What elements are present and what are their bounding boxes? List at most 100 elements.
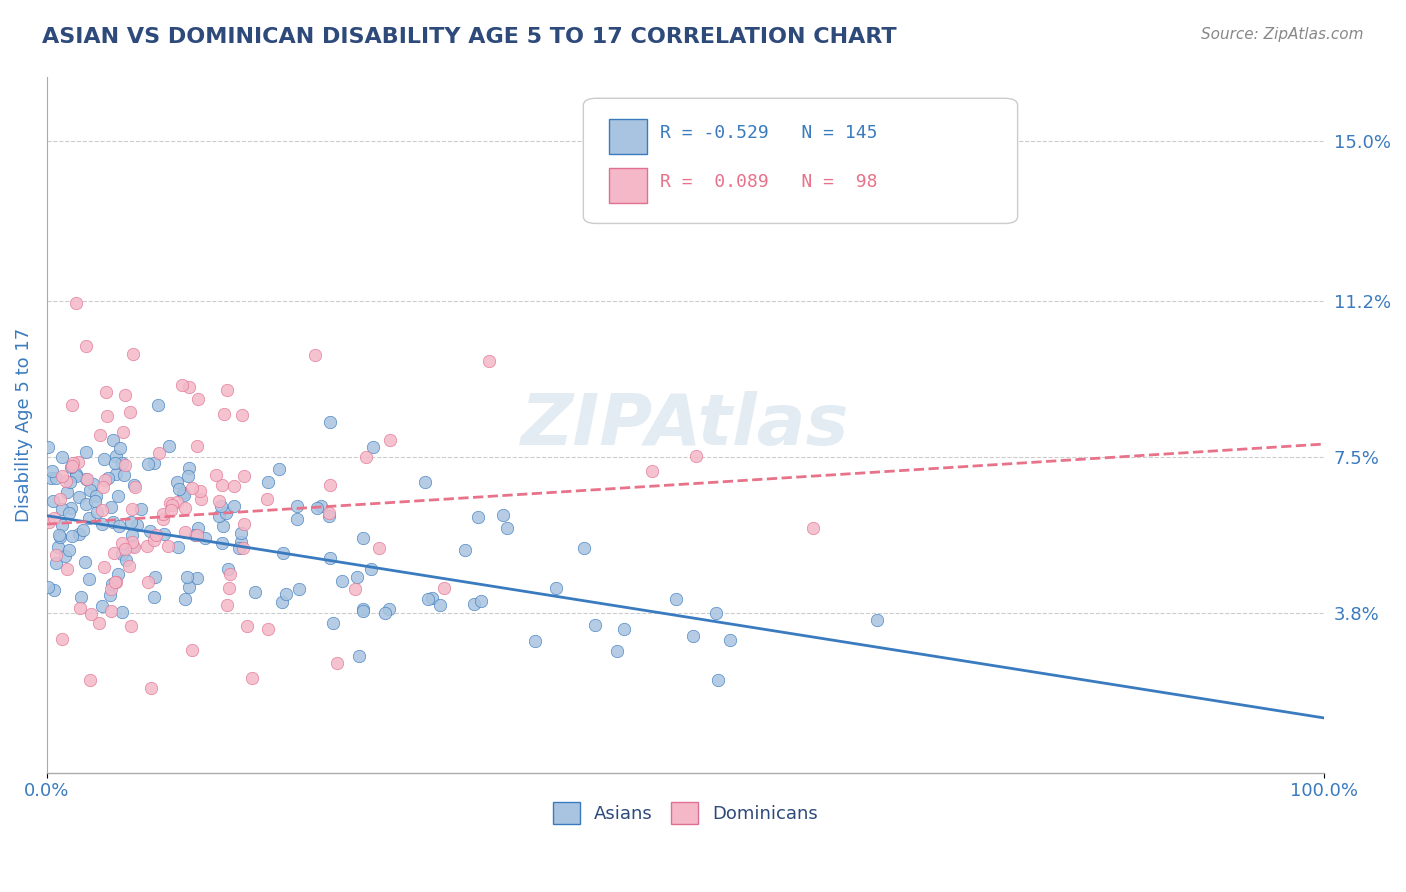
Point [101,577,124,591]
Point [93,560,115,574]
Point [309,499,332,513]
Point [139,524,162,539]
Point [524,634,547,648]
Point [69,590,91,604]
Point [122,539,145,553]
Point [363,440,385,454]
Point [51,469,73,483]
Point [77,573,100,587]
Point [166,475,188,490]
Point [682,629,704,643]
Point [318,509,340,524]
Point [257,622,280,636]
Point [107,489,129,503]
Point [100,605,122,619]
Point [209,499,232,513]
Point [104,574,127,589]
Point [49,492,72,507]
Point [129,502,152,516]
Point [45,471,67,485]
Point [49,530,72,544]
Point [152,507,174,521]
Point [67,490,90,504]
Point [120,618,142,632]
Point [93,452,115,467]
Point [86,505,108,519]
Point [613,622,636,636]
Point [91,480,114,494]
Point [107,566,129,581]
Point [801,520,824,534]
Point [228,541,250,556]
Point [212,519,235,533]
FancyBboxPatch shape [583,98,1018,224]
Point [177,580,200,594]
Point [174,524,197,539]
Point [121,535,143,549]
Point [304,348,326,362]
Point [48,540,70,554]
Point [367,541,389,555]
Point [231,408,253,422]
Point [378,602,401,616]
Point [322,615,344,630]
Point [111,605,134,619]
Point [124,480,146,494]
Point [96,471,118,485]
Point [467,510,489,524]
Point [707,673,730,687]
Point [152,526,174,541]
Point [347,648,370,663]
Point [222,479,245,493]
Point [121,528,143,542]
Point [174,592,197,607]
Point [112,468,135,483]
Point [233,468,256,483]
Point [326,656,349,670]
Point [211,478,233,492]
Point [87,616,110,631]
Point [319,478,342,492]
Point [544,581,567,595]
Point [413,475,436,490]
Point [463,598,485,612]
Point [217,383,239,397]
Point [51,518,73,533]
Point [67,527,90,541]
Point [89,428,111,442]
Point [170,378,193,392]
Point [136,574,159,589]
Point [122,346,145,360]
Point [378,433,401,447]
Point [104,456,127,470]
Point [72,523,94,537]
Point [222,499,245,513]
Point [148,446,170,460]
Point [101,433,124,447]
Point [65,296,87,310]
Point [433,581,456,595]
Point [118,559,141,574]
Point [205,468,228,483]
FancyBboxPatch shape [609,168,647,202]
Point [55,485,77,500]
Point [105,449,128,463]
Point [177,380,200,394]
Point [75,445,97,459]
Point [236,619,259,633]
Point [141,681,163,696]
Point [111,457,134,471]
Point [58,542,80,557]
Point [157,439,180,453]
Point [91,599,114,613]
Point [186,439,208,453]
Point [105,467,128,481]
Point [187,392,209,406]
Point [176,570,198,584]
Point [478,354,501,368]
Point [80,607,103,621]
Legend: Asians, Dominicans: Asians, Dominicans [544,793,827,833]
Point [110,442,132,456]
Point [354,450,377,465]
Point [229,526,252,541]
